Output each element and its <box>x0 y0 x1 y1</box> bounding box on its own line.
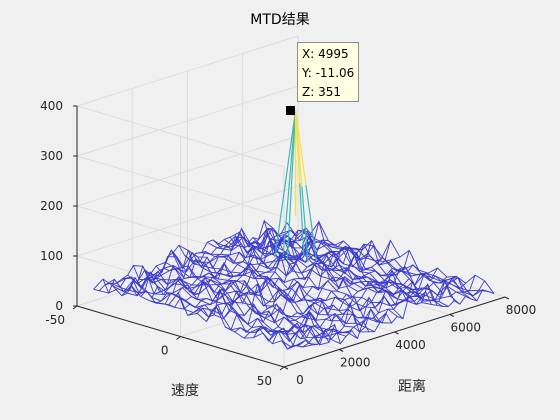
mesh-col-line <box>235 235 444 307</box>
mesh-col-line <box>99 288 307 350</box>
datatip-box[interactable]: X: 4995 Y: -11.06 Z: 351 <box>297 42 359 102</box>
mesh-col-line <box>144 265 352 333</box>
peak-edge-upper <box>294 110 303 187</box>
chart-title: MTD结果 <box>250 12 309 28</box>
x-tick-label: 2000 <box>340 356 371 370</box>
x-tick-label: 6000 <box>450 321 481 335</box>
x-tick-label: 4000 <box>395 338 426 352</box>
x-tick-mark <box>449 314 454 317</box>
mesh-col-line <box>258 227 466 297</box>
peak-edge-lower <box>282 182 290 255</box>
axes-layer <box>72 105 510 371</box>
z-tick-label: 300 <box>40 149 63 163</box>
peak-edge-lower <box>299 183 305 256</box>
surface-mesh <box>93 219 495 350</box>
y-tick-mark <box>176 336 181 340</box>
x-tick-label: 0 <box>296 373 304 387</box>
datatip-y: Y: -11.06 <box>302 66 355 80</box>
mesh-col-line <box>286 222 495 294</box>
peak-spike <box>274 110 317 263</box>
mesh-col-line <box>110 276 318 345</box>
mesh-col-line <box>93 278 301 348</box>
mesh-col-line <box>218 237 427 305</box>
x-tick-label: 8000 <box>506 303 537 317</box>
y-tick-mark <box>279 366 285 371</box>
peak-edge-upper <box>284 110 297 185</box>
z-tick-label: 400 <box>40 99 63 113</box>
mesh-col-line <box>195 246 404 320</box>
mesh-col-line <box>150 265 358 339</box>
x-axis-label: 距离 <box>398 378 426 395</box>
x-tick-mark <box>394 331 399 335</box>
x-tick-mark <box>339 349 344 352</box>
mesh-col-line <box>172 251 381 327</box>
mesh-col-line <box>269 229 478 302</box>
peak-edge-lower <box>286 185 293 262</box>
mesh-col-line <box>207 235 415 306</box>
x-tick-mark <box>504 296 510 300</box>
z-tick-label: 0 <box>55 299 63 313</box>
peak-edge-lower <box>305 184 317 260</box>
mesh-col-line <box>247 229 455 301</box>
mesh-col-line <box>281 220 489 292</box>
y-tick-label: 50 <box>257 374 272 388</box>
y-axis-label: 速度 <box>171 383 199 399</box>
datatip-x: X: 4995 <box>302 47 349 61</box>
x-tick-mark <box>283 366 289 370</box>
grid-line <box>180 266 402 337</box>
datatip-marker[interactable] <box>286 106 295 115</box>
y-tick-label: 0 <box>161 344 169 358</box>
mesh-col-line <box>116 277 324 338</box>
y-tick-label: -50 <box>45 313 65 327</box>
peak-edge-upper <box>288 110 297 183</box>
z-tick-label: 200 <box>40 199 63 213</box>
peak-edge-upper <box>294 110 307 186</box>
mesh-col-line <box>121 271 330 346</box>
mesh-col-line <box>201 251 409 307</box>
mesh-col-line <box>139 270 347 337</box>
z-tick-label: 100 <box>40 249 63 263</box>
datatip-z: Z: 351 <box>302 85 341 99</box>
mesh-col-line <box>127 274 335 339</box>
mesh-col-line <box>275 231 483 297</box>
mesh-col-line <box>263 220 472 300</box>
mesh-col-line <box>133 265 341 345</box>
peak-edge-lower <box>274 183 286 258</box>
peak-edge-lower <box>301 186 309 263</box>
mesh-col-line <box>184 254 392 324</box>
